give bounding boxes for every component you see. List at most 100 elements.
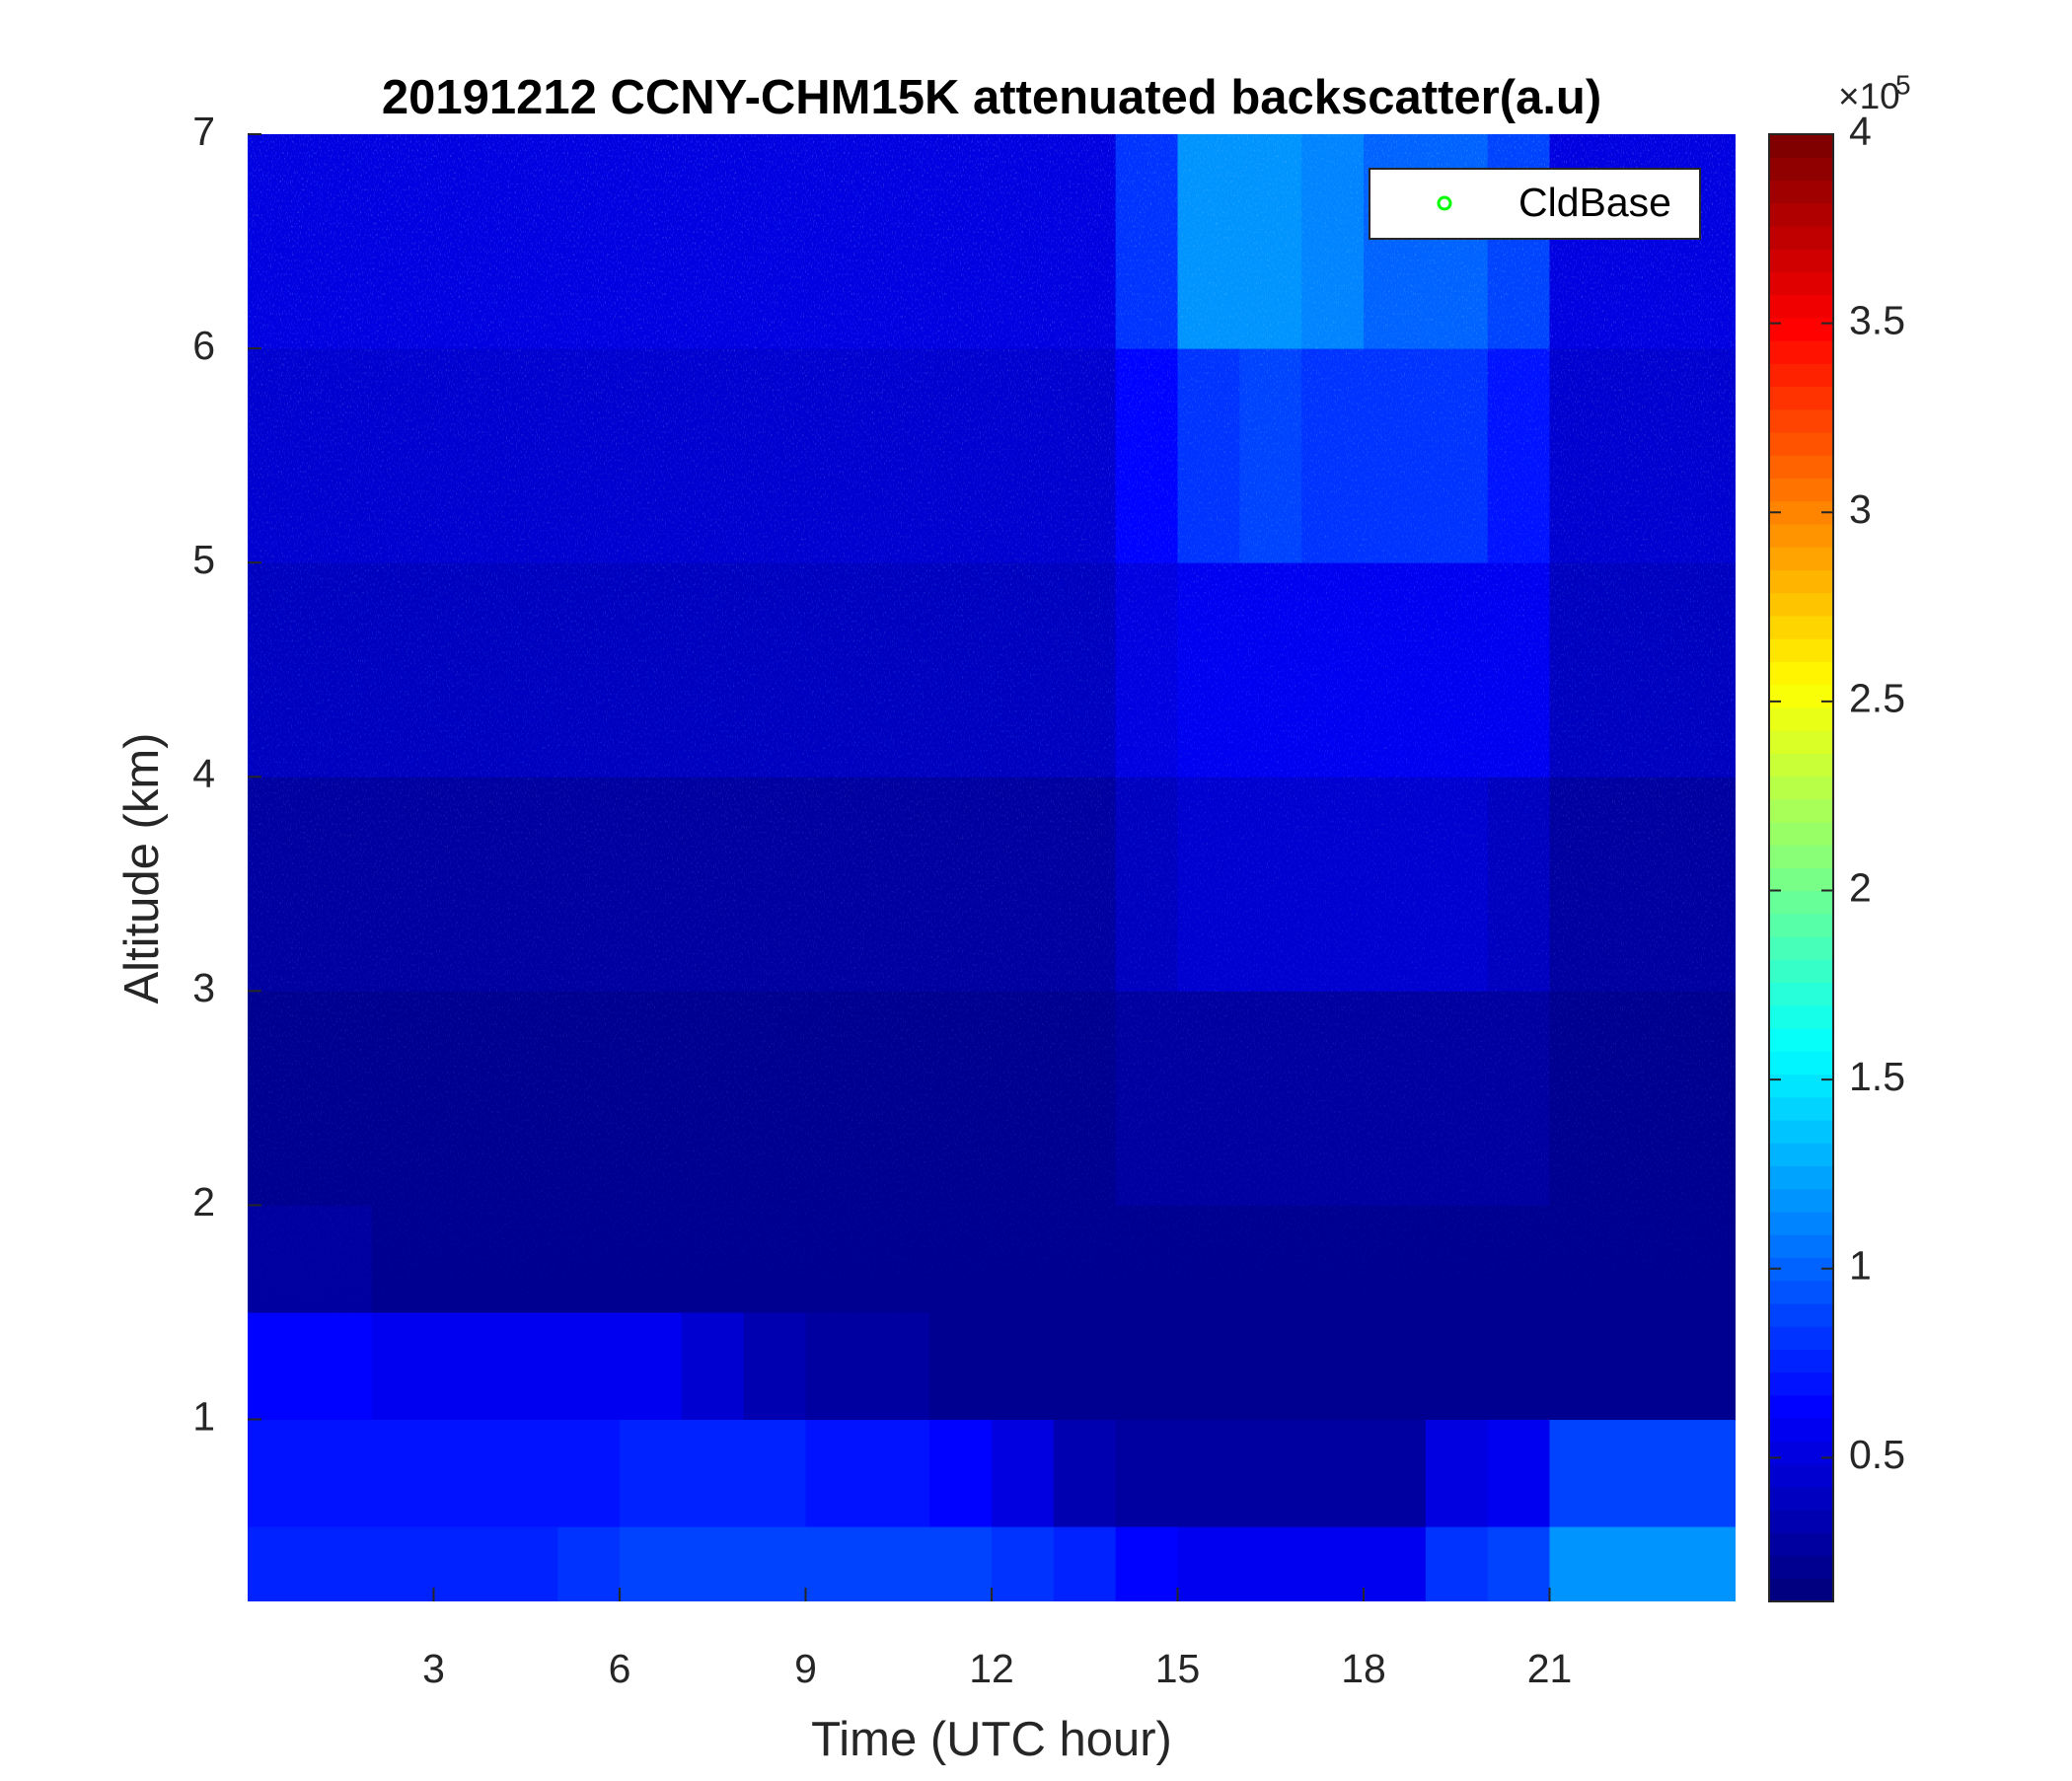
colorbar-swatch <box>1769 1578 1833 1602</box>
colorbar-swatch <box>1769 615 1833 639</box>
colorbar-swatch <box>1769 1394 1833 1419</box>
texture <box>248 134 1736 1601</box>
colorbar-swatch <box>1769 982 1833 1006</box>
y-tick-label: 3 <box>192 965 215 1010</box>
colorbar-swatch <box>1769 913 1833 937</box>
colorbar-tick-label: 2 <box>1849 864 1872 910</box>
colorbar-swatch <box>1769 753 1833 778</box>
colorbar-swatch <box>1769 569 1833 594</box>
colorbar-tick-label: 2.5 <box>1849 676 1905 721</box>
colorbar-swatch <box>1769 1463 1833 1488</box>
x-tick-label: 6 <box>609 1646 631 1691</box>
colorbar-swatch <box>1769 408 1833 433</box>
colorbar-tick-label: 1 <box>1849 1243 1872 1289</box>
colorbar-swatch <box>1769 867 1833 892</box>
colorbar-swatch <box>1769 1188 1833 1213</box>
colorbar-swatch <box>1769 249 1833 272</box>
y-tick-label: 7 <box>192 109 215 154</box>
colorbar-swatch <box>1769 363 1833 388</box>
x-axis-label: Time (UTC hour) <box>811 1713 1172 1766</box>
colorbar-swatch <box>1769 1143 1833 1167</box>
colorbar-swatch <box>1769 294 1833 319</box>
colorbar-swatch <box>1769 1372 1833 1396</box>
colorbar-tick-label: 3.5 <box>1849 297 1905 342</box>
colorbar-swatch <box>1769 1028 1833 1052</box>
x-tick-label: 12 <box>969 1646 1014 1691</box>
legend-marker <box>1437 195 1452 211</box>
colorbar-tick-label: 1.5 <box>1849 1054 1905 1099</box>
y-axis-label: Altitude (km) <box>115 732 169 1003</box>
colorbar-swatch <box>1769 1280 1833 1304</box>
colorbar-swatch <box>1769 1051 1833 1076</box>
colorbar-swatch <box>1769 432 1833 456</box>
colorbar-swatch <box>1769 271 1833 296</box>
colorbar-frame <box>1768 133 1834 1602</box>
colorbar-swatch <box>1769 386 1833 410</box>
colorbar-tick-label: 0.5 <box>1849 1432 1905 1477</box>
x-tick-label: 3 <box>422 1646 445 1691</box>
y-tick-label: 4 <box>192 751 215 796</box>
colorbar-swatch <box>1769 638 1833 662</box>
legend-label: CldBase <box>1518 180 1671 225</box>
colorbar-exponent: ×10 <box>1838 76 1900 116</box>
colorbar-swatch <box>1769 1074 1833 1098</box>
x-tick-label: 21 <box>1527 1646 1573 1691</box>
colorbar-swatch <box>1769 1004 1833 1029</box>
colorbar-swatch <box>1769 1510 1833 1533</box>
legend-box <box>1369 168 1701 240</box>
colorbar-swatch <box>1769 592 1833 617</box>
colorbar-swatch <box>1769 1349 1833 1373</box>
colorbar-swatch <box>1769 706 1833 731</box>
colorbar-swatch <box>1769 478 1833 502</box>
colorbar-swatch <box>1769 684 1833 708</box>
colorbar-swatch <box>1769 890 1833 915</box>
x-tick-label: 9 <box>794 1646 817 1691</box>
colorbar-swatch <box>1769 1120 1833 1144</box>
colorbar-swatch <box>1769 845 1833 868</box>
colorbar-swatch <box>1769 523 1833 548</box>
colorbar-swatch <box>1769 822 1833 846</box>
colorbar-swatch <box>1769 1486 1833 1511</box>
colorbar-swatch <box>1769 547 1833 570</box>
colorbar-swatch <box>1769 1257 1833 1282</box>
colorbar-swatch <box>1769 1441 1833 1465</box>
colorbar-swatch <box>1769 340 1833 364</box>
colorbar-swatch <box>1769 1302 1833 1327</box>
x-tick-label: 15 <box>1155 1646 1201 1691</box>
colorbar-swatch <box>1769 661 1833 686</box>
x-tick-label: 18 <box>1341 1646 1386 1691</box>
colorbar-swatch <box>1769 1326 1833 1350</box>
colorbar-swatch <box>1769 936 1833 960</box>
colorbar-swatch <box>1769 500 1833 525</box>
colorbar-swatch <box>1769 798 1833 823</box>
y-tick-label: 6 <box>192 323 215 368</box>
y-tick-label: 5 <box>192 537 215 582</box>
colorbar-swatch <box>1769 959 1833 984</box>
y-tick-label: 1 <box>192 1393 215 1439</box>
colorbar-swatch <box>1769 1532 1833 1557</box>
colorbar-tick-label: 4 <box>1849 109 1872 154</box>
colorbar-swatch <box>1769 1096 1833 1121</box>
chart-title: 20191212 CCNY-CHM15K attenuated backscat… <box>382 71 1601 124</box>
colorbar-swatch <box>1769 1234 1833 1258</box>
colorbar-swatch <box>1769 1165 1833 1190</box>
colorbar-swatch <box>1769 730 1833 754</box>
colorbar-swatch <box>1769 1555 1833 1580</box>
colorbar-swatch <box>1769 225 1833 250</box>
legend: CldBase <box>1369 168 1701 240</box>
colorbar-swatch <box>1769 776 1833 800</box>
colorbar-exponent-power: 5 <box>1895 69 1911 100</box>
colorbar-swatch <box>1769 1418 1833 1442</box>
colorbar-swatch <box>1769 455 1833 480</box>
y-tick-label: 2 <box>192 1179 215 1224</box>
colorbar-swatch <box>1769 317 1833 341</box>
colorbar-tick-label: 3 <box>1849 486 1872 532</box>
colorbar-swatch <box>1769 202 1833 227</box>
colorbar-swatch <box>1769 1212 1833 1235</box>
colorbar-swatch <box>1769 180 1833 204</box>
colorbar-swatch <box>1769 157 1833 181</box>
colorbar-swatch <box>1769 134 1833 158</box>
